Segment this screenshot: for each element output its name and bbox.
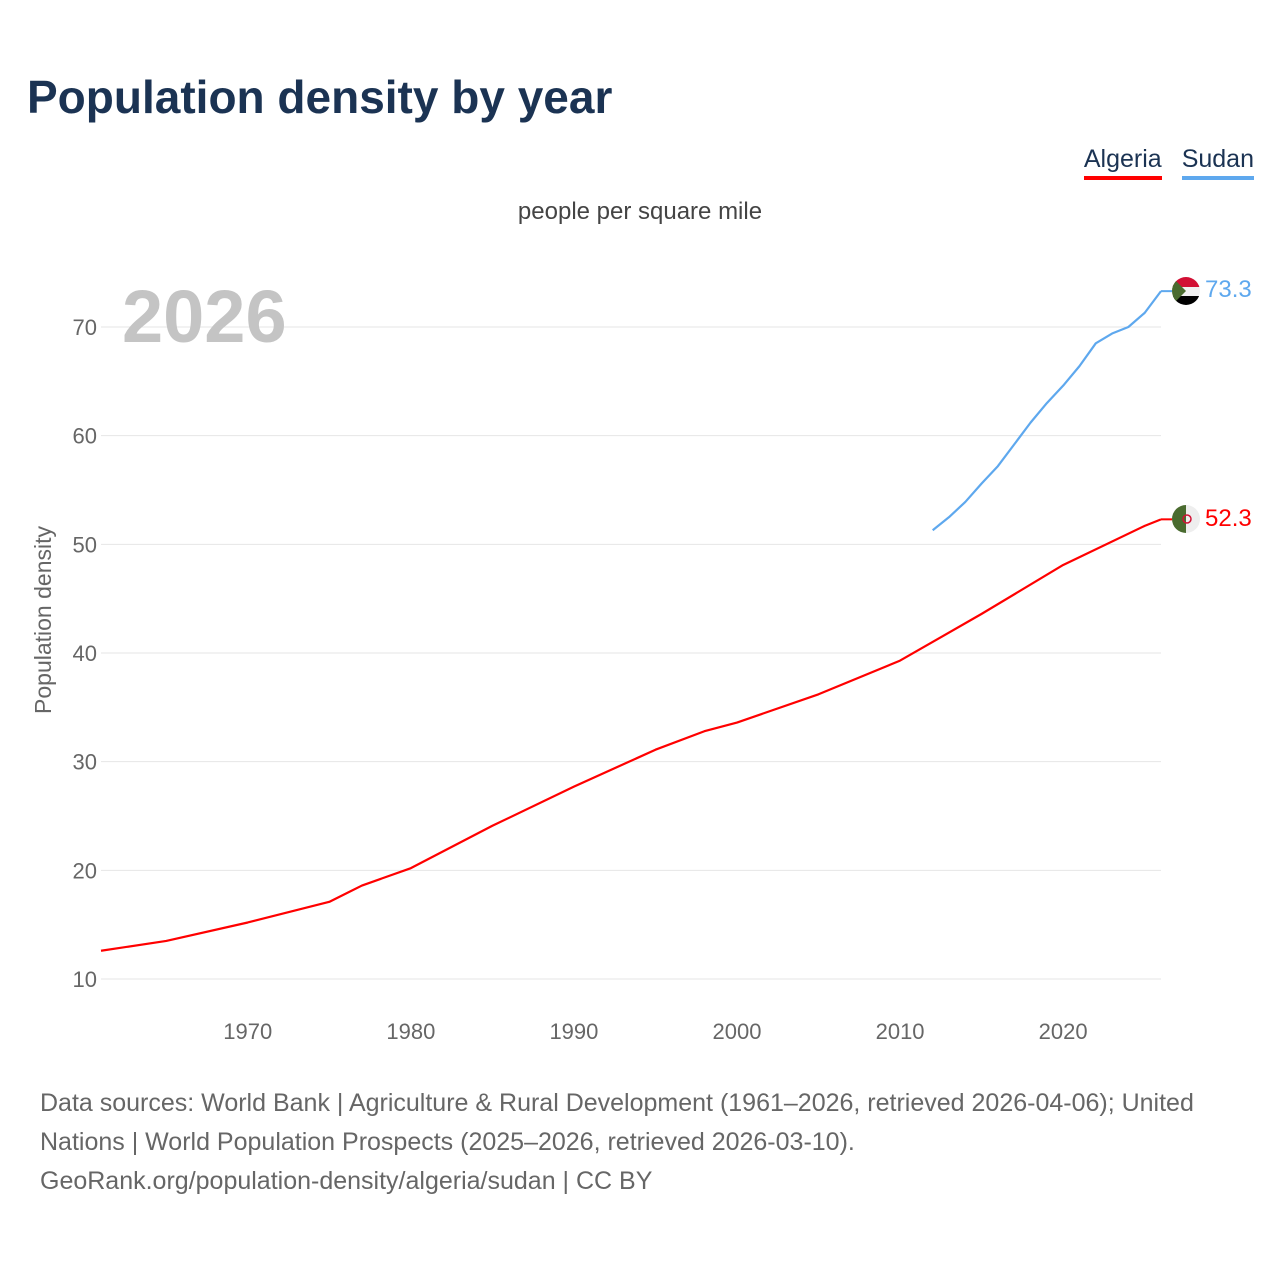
x-tick-label: 2000 (713, 1019, 762, 1044)
y-tick-label: 50 (73, 532, 97, 557)
footer: Data sources: World Bank | Agriculture &… (40, 1084, 1250, 1201)
attribution-link[interactable]: GeoRank.org/population-density/algeria/s… (40, 1167, 653, 1195)
chart-title: Population density by year (27, 71, 613, 123)
y-tick-label: 10 (73, 967, 97, 992)
series-line-sudan[interactable] (932, 290, 1162, 532)
y-tick-label: 30 (73, 750, 97, 775)
x-tick-label: 1990 (549, 1019, 598, 1044)
series-line-algeria[interactable] (100, 518, 1162, 952)
algeria-flag-icon (1172, 505, 1200, 533)
data-sources: Data sources: World Bank | Agriculture &… (40, 1089, 1194, 1156)
sudan-flag-icon (1172, 277, 1200, 305)
x-tick-label: 1970 (223, 1019, 272, 1044)
legend-item-sudan[interactable]: Sudan (1181, 145, 1254, 180)
legend-item-algeria[interactable]: Algeria (1083, 145, 1162, 180)
algeria-end-value: 52.3 (1205, 505, 1252, 532)
y-tick-label: 20 (73, 858, 97, 883)
x-tick-label: 2010 (876, 1019, 925, 1044)
year-watermark: 2026 (122, 275, 287, 358)
y-tick-label: 60 (73, 424, 97, 449)
legend: Algeria Sudan (1083, 145, 1254, 180)
y-tick-label: 70 (73, 315, 97, 340)
x-tick-label: 1980 (386, 1019, 435, 1044)
x-tick-label: 2020 (1039, 1019, 1088, 1044)
y-axis-label: Population density (30, 526, 56, 714)
chart-subtitle: people per square mile (517, 198, 763, 225)
sudan-end-value: 73.3 (1205, 276, 1252, 303)
y-tick-label: 40 (73, 641, 97, 666)
